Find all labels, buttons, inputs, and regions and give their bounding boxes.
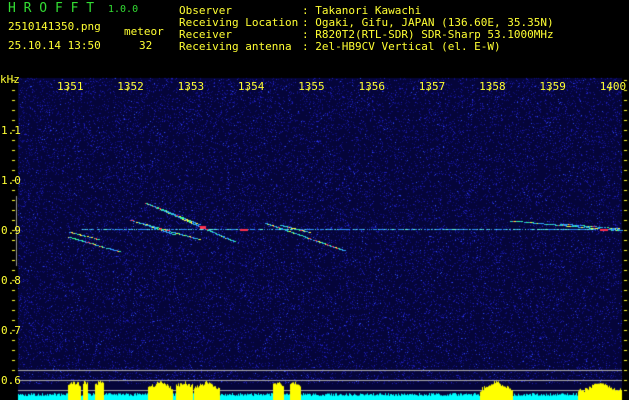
file-name: 2510141350.png <box>8 20 101 33</box>
freq-tick-label: 0.9 <box>1 224 21 237</box>
meteor-count: 32 <box>139 39 153 52</box>
time-tick-label: 1351 <box>57 80 84 93</box>
info-label-observer: Observer <box>179 4 232 17</box>
info-value-observer: : Takanori Kawachi <box>302 4 422 17</box>
info-label-antenna: Receiving antenna <box>179 40 292 53</box>
time-tick-label: 1357 <box>418 80 446 93</box>
time-tick-label: 1358 <box>479 80 506 93</box>
freq-tick-label: 0.8 <box>1 274 21 287</box>
info-label-receiver: Receiver <box>179 28 232 41</box>
time-tick-label: 1400 <box>599 80 627 93</box>
time-tick-label: 1353 <box>177 80 205 93</box>
time-tick-label: 1355 <box>298 80 325 93</box>
app-version: 1.0.0 <box>108 4 139 15</box>
file-datetime: 25.10.14 13:50 <box>8 39 101 52</box>
freq-tick-label: 1.0 <box>1 174 21 187</box>
freq-tick-label: 1.1 <box>1 124 21 137</box>
info-value-location: : Ogaki, Gifu, JAPAN (136.60E, 35.35N) <box>302 16 554 29</box>
info-value-antenna: : 2el-HB9CV Vertical (el. E-W) <box>302 40 501 53</box>
meteor-label: meteor <box>124 25 164 38</box>
app-title: H R O F F T <box>8 1 95 16</box>
time-tick-label: 1359 <box>539 80 566 93</box>
time-tick-label: 1352 <box>117 80 144 93</box>
time-tick-label: 1356 <box>358 80 386 93</box>
info-label-location: Receiving Location <box>179 16 299 29</box>
spectrogram <box>0 74 629 400</box>
time-tick-label: 1354 <box>237 80 265 93</box>
info-value-receiver: : R820T2(RTL-SDR) SDR-Sharp 53.1000MHz <box>302 28 554 41</box>
freq-tick-label: 0.6 <box>1 374 21 387</box>
unit-label: kHz <box>0 73 20 86</box>
freq-tick-label: 0.7 <box>1 324 21 337</box>
